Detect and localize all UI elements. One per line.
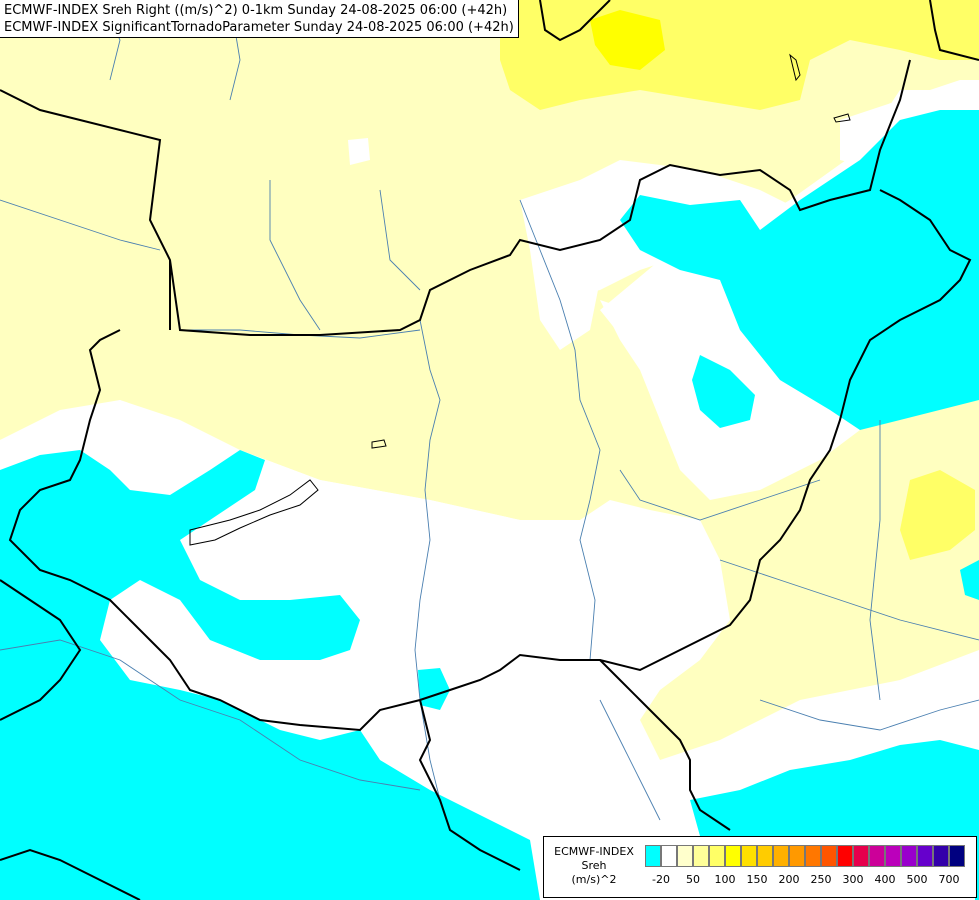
yellow-patch-ne-corner	[950, 0, 979, 20]
legend-swatch	[693, 845, 709, 867]
legend-swatch	[741, 845, 757, 867]
legend-tick-label: 50	[686, 873, 700, 886]
legend-tick-label: -20	[652, 873, 670, 886]
legend-tick-label: 250	[810, 873, 832, 886]
legend-label-line-1: ECMWF-INDEX	[554, 845, 634, 858]
legend-swatch	[837, 845, 853, 867]
legend-swatch	[869, 845, 885, 867]
lake-balaton	[189, 479, 319, 546]
legend-swatch	[661, 845, 677, 867]
legend-swatch	[805, 845, 821, 867]
map-title: ECMWF-INDEX Sreh Right ((m/s)^2) 0-1km S…	[0, 0, 519, 38]
white-gap-small	[348, 138, 370, 165]
legend-tick-label: 400	[874, 873, 896, 886]
legend-label-line-3: (m/s)^2	[571, 873, 617, 886]
legend-swatch	[933, 845, 949, 867]
color-legend: ECMWF-INDEX Sreh (m/s)^2 -20 50 100 150 200 2…	[543, 836, 977, 898]
bright-yellow-core	[590, 10, 665, 70]
cyan-blob-south	[418, 668, 450, 710]
legend-tick-label: 500	[906, 873, 928, 886]
cyan-region-east-edge	[960, 560, 979, 600]
legend-swatch	[885, 845, 901, 867]
cyan-region-east	[620, 110, 979, 430]
legend-swatch	[645, 845, 661, 867]
legend-swatch	[725, 845, 741, 867]
title-line-1: ECMWF-INDEX Sreh Right ((m/s)^2) 0-1km S…	[4, 3, 508, 18]
small-lake	[371, 439, 387, 449]
legend-tick-label: 300	[842, 873, 864, 886]
legend-swatch	[901, 845, 917, 867]
legend-swatch	[949, 845, 965, 867]
small-lake-3	[833, 113, 851, 123]
legend-swatch	[709, 845, 725, 867]
yellow-patch-east	[900, 470, 975, 560]
legend-swatch	[853, 845, 869, 867]
legend-label: ECMWF-INDEX Sreh (m/s)^2	[546, 845, 642, 887]
legend-tick-label: 700	[938, 873, 960, 886]
legend-swatch	[917, 845, 933, 867]
legend-swatch	[757, 845, 773, 867]
cyan-blob-center-east	[692, 355, 755, 428]
legend-swatch	[821, 845, 837, 867]
small-lake-2	[789, 53, 801, 82]
legend-tick-label: 150	[746, 873, 768, 886]
legend-swatch	[677, 845, 693, 867]
title-line-2: ECMWF-INDEX SignificantTornadoParameter …	[4, 20, 514, 35]
cyan-region-southeast	[690, 740, 979, 900]
legend-swatch	[789, 845, 805, 867]
legend-label-line-2: Sreh	[581, 859, 607, 872]
legend-tick-label: 100	[714, 873, 736, 886]
legend-tick-label: 200	[778, 873, 800, 886]
white-gap-center	[530, 240, 600, 350]
legend-swatch	[773, 845, 789, 867]
